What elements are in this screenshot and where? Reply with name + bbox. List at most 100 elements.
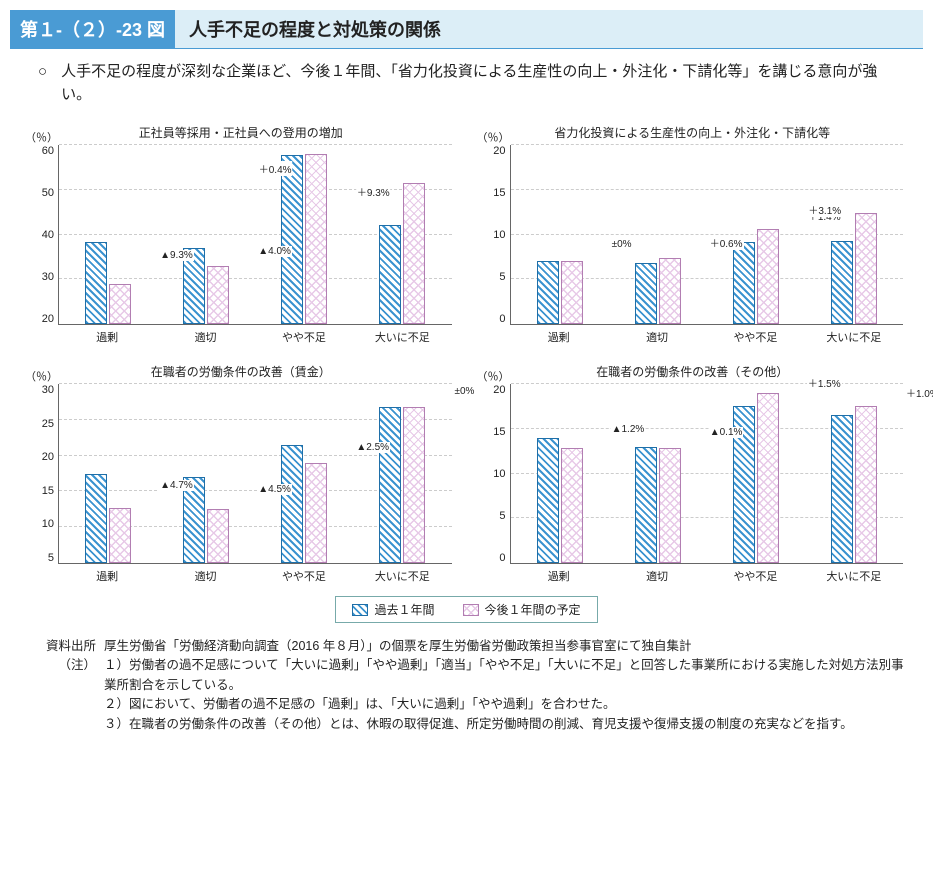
chart-title: 省力化投資による生産性の向上・外注化・下請化等 <box>482 124 904 141</box>
delta-annotation: ▲0.1% <box>709 427 744 438</box>
note-item: ３）在職者の労働条件の改善（その他）とは、休暇の取得促進、所定労働時間の削減、育… <box>104 715 909 734</box>
x-tick-label: 大いに不足 <box>805 564 903 584</box>
chart: 正社員等採用・正社員への登用の増加（％）6050403020▲9.3%▲4.0%… <box>30 124 452 345</box>
y-tick-label: 30 <box>42 384 54 396</box>
bar-past <box>831 241 853 324</box>
y-tick-label: 10 <box>493 229 505 241</box>
bar-future <box>855 406 877 563</box>
chart-title: 在職者の労働条件の改善（賃金） <box>30 363 452 380</box>
y-tick-label: 5 <box>499 271 505 283</box>
delta-annotation: ＋3.1% <box>807 202 842 217</box>
x-tick-label: やや不足 <box>706 564 804 584</box>
y-tick-label: 60 <box>42 145 54 157</box>
y-tick-label: 15 <box>42 485 54 497</box>
legend-swatch-future <box>463 604 479 616</box>
bar-group <box>805 145 903 324</box>
y-tick-label: 20 <box>42 313 54 325</box>
legend-label-past: 過去１年間 <box>374 601 434 618</box>
bar-past <box>635 447 657 563</box>
y-unit: （％） <box>25 129 58 145</box>
x-tick-label: 適切 <box>156 325 254 345</box>
y-tick-label: 15 <box>493 426 505 438</box>
legend-future: 今後１年間の予定 <box>463 601 581 618</box>
bar-group <box>511 384 609 563</box>
bar-future <box>561 448 583 563</box>
source-label: 資料出所 <box>24 637 104 656</box>
legend-past: 過去１年間 <box>352 601 434 618</box>
bar-future <box>207 509 229 563</box>
y-tick-label: 5 <box>499 510 505 522</box>
summary-bullet: ○ 人手不足の程度が深刻な企業ほど、今後１年間、「省力化投資による生産性の向上・… <box>38 61 895 106</box>
x-tick-label: 適切 <box>156 564 254 584</box>
bar-future <box>855 213 877 324</box>
chart: 省力化投資による生産性の向上・外注化・下請化等（％）20151050±0%＋0.… <box>482 124 904 345</box>
bar-future <box>403 183 425 324</box>
bar-future <box>659 258 681 324</box>
charts-grid: 正社員等採用・正社員への登用の増加（％）6050403020▲9.3%▲4.0%… <box>10 124 923 584</box>
delta-annotation: ＋0.6% <box>709 235 744 250</box>
x-tick-label: 適切 <box>608 325 706 345</box>
x-tick-label: 過剰 <box>510 325 608 345</box>
bar-group <box>59 145 157 324</box>
bar-group <box>353 145 451 324</box>
delta-annotation: ▲2.5% <box>355 442 390 453</box>
note-label: （注） <box>24 656 104 734</box>
y-tick-label: 40 <box>42 229 54 241</box>
bar-future <box>757 393 779 563</box>
bar-group <box>707 384 805 563</box>
legend-label-future: 今後１年間の予定 <box>485 601 581 618</box>
bar-future <box>403 407 425 563</box>
source-text: 厚生労働省「労働経済動向調査（2016 年８月）」の個票を厚生労働省労働政策担当… <box>104 637 909 656</box>
bar-past <box>537 438 559 563</box>
bar-future <box>757 229 779 324</box>
x-tick-label: やや不足 <box>706 325 804 345</box>
x-tick-label: 大いに不足 <box>353 564 451 584</box>
x-tick-label: 過剰 <box>58 325 156 345</box>
bar-past <box>281 445 303 563</box>
y-tick-label: 10 <box>42 518 54 530</box>
plot-area: ▲1.2%▲0.1%＋1.5%＋1.0% <box>510 384 904 564</box>
bar-future <box>109 508 131 563</box>
bar-past <box>379 225 401 324</box>
delta-annotation: ▲9.3% <box>159 250 194 261</box>
note-item: １）労働者の過不足感について「大いに過剰」「やや過剰」「適当」「やや不足」「大い… <box>104 656 909 695</box>
x-tick-label: 大いに不足 <box>353 325 451 345</box>
bar-group <box>59 384 157 563</box>
delta-annotation: ±0% <box>611 239 633 250</box>
plot-area: ±0%＋0.6%＋1.4%＋3.1% <box>510 145 904 325</box>
bar-group <box>609 145 707 324</box>
bar-past <box>379 407 401 563</box>
figure-title: 人手不足の程度と対処策の関係 <box>175 10 923 48</box>
bar-past <box>831 415 853 563</box>
x-tick-label: 過剰 <box>58 564 156 584</box>
y-tick-label: 20 <box>493 384 505 396</box>
y-tick-label: 0 <box>499 313 505 325</box>
y-tick-label: 30 <box>42 271 54 283</box>
chart: 在職者の労働条件の改善（その他）（％）20151050▲1.2%▲0.1%＋1.… <box>482 363 904 584</box>
delta-annotation: ▲1.2% <box>611 424 646 435</box>
x-tick-label: 過剰 <box>510 564 608 584</box>
bar-group <box>353 384 451 563</box>
chart: 在職者の労働条件の改善（賃金）（％）30252015105▲4.7%▲4.5%▲… <box>30 363 452 584</box>
y-tick-label: 0 <box>499 552 505 564</box>
y-tick-label: 10 <box>493 468 505 480</box>
bar-group <box>255 384 353 563</box>
plot-area: ▲9.3%▲4.0%＋0.4%＋9.3% <box>58 145 452 325</box>
bar-past <box>733 242 755 324</box>
footer: 資料出所 厚生労働省「労働経済動向調査（2016 年８月）」の個票を厚生労働省労… <box>10 637 923 734</box>
y-tick-label: 50 <box>42 187 54 199</box>
bar-future <box>561 261 583 324</box>
summary-text: 人手不足の程度が深刻な企業ほど、今後１年間、「省力化投資による生産性の向上・外注… <box>61 61 895 106</box>
bar-future <box>305 154 327 324</box>
bar-group <box>157 145 255 324</box>
bar-future <box>305 463 327 563</box>
y-unit: （％） <box>477 129 510 145</box>
x-tick-label: やや不足 <box>255 325 353 345</box>
delta-annotation: ▲4.7% <box>159 480 194 491</box>
bar-past <box>635 263 657 324</box>
legend: 過去１年間 今後１年間の予定 <box>335 596 597 623</box>
bar-future <box>207 266 229 324</box>
x-tick-label: 適切 <box>608 564 706 584</box>
bar-future <box>659 448 681 563</box>
bar-future <box>109 284 131 324</box>
